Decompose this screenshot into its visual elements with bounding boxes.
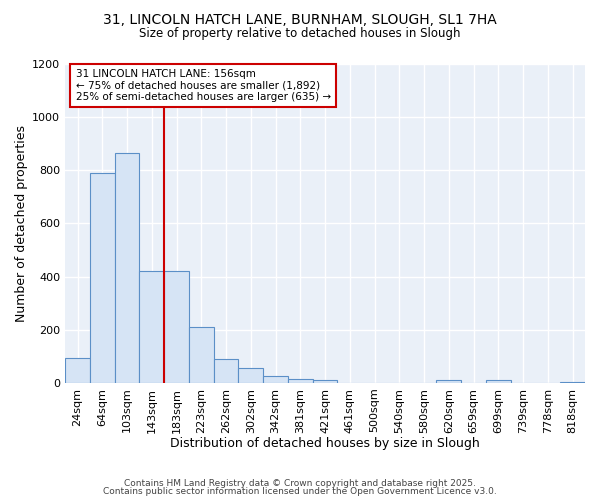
Bar (486, 380, 511, 383)
Bar (288, 379, 313, 383)
Bar (139, 272, 164, 383)
Text: Contains public sector information licensed under the Open Government Licence v3: Contains public sector information licen… (103, 488, 497, 496)
Bar (560, 382, 585, 383)
Bar (313, 380, 337, 383)
Bar (263, 376, 288, 383)
Bar (90, 173, 115, 383)
Text: Contains HM Land Registry data © Crown copyright and database right 2025.: Contains HM Land Registry data © Crown c… (124, 478, 476, 488)
Text: 31, LINCOLN HATCH LANE, BURNHAM, SLOUGH, SL1 7HA: 31, LINCOLN HATCH LANE, BURNHAM, SLOUGH,… (103, 12, 497, 26)
Bar (214, 359, 238, 383)
X-axis label: Distribution of detached houses by size in Slough: Distribution of detached houses by size … (170, 437, 480, 450)
Bar (115, 153, 139, 383)
Bar (436, 380, 461, 383)
Bar (238, 368, 263, 383)
Y-axis label: Number of detached properties: Number of detached properties (15, 125, 28, 322)
Text: 31 LINCOLN HATCH LANE: 156sqm
← 75% of detached houses are smaller (1,892)
25% o: 31 LINCOLN HATCH LANE: 156sqm ← 75% of d… (76, 69, 331, 102)
Text: Size of property relative to detached houses in Slough: Size of property relative to detached ho… (139, 28, 461, 40)
Bar (189, 327, 214, 383)
Bar (164, 272, 189, 383)
Bar (65, 358, 90, 383)
